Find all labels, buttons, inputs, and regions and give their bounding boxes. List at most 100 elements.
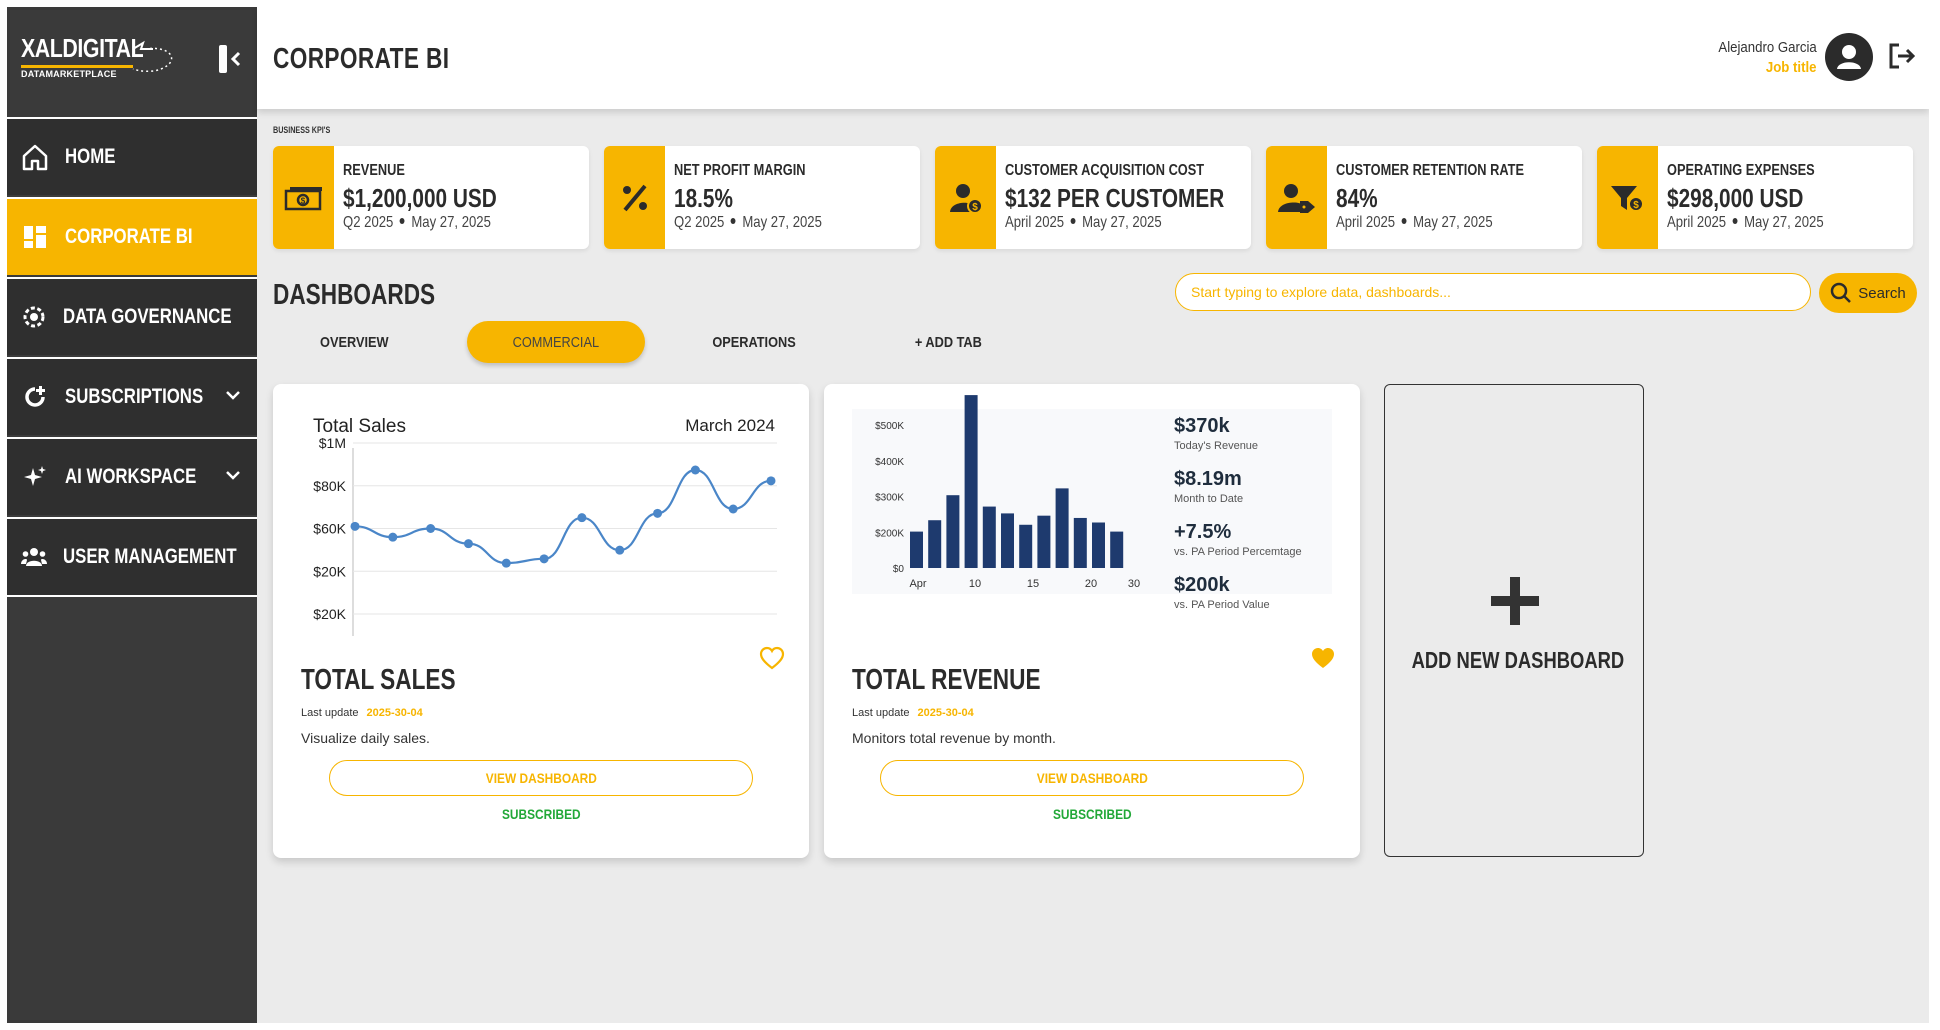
svg-text:$: $ [300, 196, 305, 205]
subscription-status: SUBSCRIBED [824, 806, 1360, 822]
subscription-refresh-icon [21, 383, 49, 411]
kpi-title: CUSTOMER ACQUISITION COST [1005, 162, 1205, 179]
view-dashboard-label: VIEW DASHBOARD [485, 770, 597, 786]
favorite-heart-icon[interactable] [759, 646, 785, 670]
dashboard-card-total-sales[interactable]: Total Sales March 2024 $1M $80K $60K $20K $20K… [273, 384, 809, 858]
brand-underline [21, 65, 133, 68]
percent-icon [604, 146, 665, 249]
kpi-card-net-profit-margin[interactable]: NET PROFIT MARGIN 18.5% Q2 2025 May 27, 2… [604, 146, 920, 249]
plus-icon [1491, 577, 1539, 625]
data-point [463, 539, 473, 549]
sidebar-item-data-governance[interactable]: DATA GOVERNANCE [7, 277, 257, 355]
app-frame: XALDIGITAL DATAMARKETPLACE HOME C [7, 7, 1929, 1023]
tab-operations[interactable]: OPERATIONS [689, 321, 819, 363]
kpi-date: May 27, 2025 [411, 214, 491, 231]
dashboard-card-total-revenue[interactable]: $500K $400K $300K $200K $0 Apr 10 15 20 30 $370k To… [824, 384, 1360, 858]
revenue-bar [928, 520, 942, 568]
revenue-bar [1001, 513, 1014, 568]
home-icon [21, 143, 49, 171]
user-avatar-icon [1837, 45, 1861, 69]
chart-title: Total Sales [313, 416, 406, 437]
kpi-title: OPERATING EXPENSES [1667, 162, 1815, 179]
x-tick-label: 10 [969, 578, 981, 590]
chevron-down-icon[interactable] [223, 465, 243, 485]
stat-label: Today's Revenue [1174, 440, 1258, 452]
sidebar-item-user-management[interactable]: USER MANAGEMENT [7, 517, 257, 597]
kpi-period: Q2 2025 [343, 214, 394, 231]
data-point [690, 465, 700, 475]
tab-overview[interactable]: OVERVIEW [289, 321, 419, 363]
user-tag-icon [1266, 146, 1327, 249]
sidebar-item-subscriptions[interactable]: SUBSCRIPTIONS [7, 357, 257, 435]
y-tick-label: $20K [313, 606, 346, 622]
kpi-card-operating-expenses[interactable]: $ OPERATING EXPENSES $298,000 USD April … [1597, 146, 1913, 249]
search-input[interactable] [1175, 273, 1811, 311]
kpi-date: May 27, 2025 [1082, 214, 1162, 231]
stat-label: vs. PA Period Percemtage [1174, 546, 1302, 558]
dashboard-description: Monitors total revenue by month. [852, 730, 1056, 746]
kpi-value: 18.5% [674, 183, 733, 213]
kpi-meta: April 2025 May 27, 2025 [1336, 214, 1493, 232]
sidebar-item-ai-workspace[interactable]: AI WORKSPACE [7, 437, 257, 515]
view-dashboard-button[interactable]: VIEW DASHBOARD [329, 760, 753, 796]
avatar[interactable] [1825, 33, 1873, 81]
sidebar-item-corporate-bi[interactable]: CORPORATE BI [7, 197, 257, 275]
sidebar-collapse-button[interactable] [217, 43, 245, 75]
kpi-meta: Q2 2025 May 27, 2025 [674, 214, 822, 232]
sidebar-item-home[interactable]: HOME [7, 117, 257, 195]
y-tick-label: $400K [875, 457, 904, 468]
data-point [350, 521, 360, 531]
kpi-period: April 2025 [1005, 214, 1065, 231]
y-tick-label: $500K [875, 421, 904, 432]
dashboards-heading: DASHBOARDS [273, 279, 436, 311]
last-update: Last update 2025-30-04 [852, 707, 974, 719]
data-point [501, 558, 511, 568]
cash-icon: $ [273, 146, 334, 249]
users-icon [21, 543, 47, 571]
revenue-bar [1073, 517, 1087, 568]
kpi-title: CUSTOMER RETENTION RATE [1336, 162, 1524, 179]
dashboard-title: TOTAL SALES [301, 664, 456, 696]
logo-arrow-icon [132, 40, 173, 73]
kpi-card-customer-acquisition-cost[interactable]: $ CUSTOMER ACQUISITION COST $132 PER CUS… [935, 146, 1251, 249]
revenue-bar [964, 395, 978, 568]
kpi-card-customer-retention-rate[interactable]: CUSTOMER RETENTION RATE 84% April 2025 Ma… [1266, 146, 1582, 249]
data-point [653, 508, 663, 518]
ai-sparkle-icon [21, 463, 49, 491]
user-job-title: Job title [1766, 59, 1817, 76]
stat-label: Month to Date [1174, 493, 1243, 505]
search-icon [1830, 282, 1852, 303]
logout-button[interactable] [1887, 41, 1917, 71]
stat-value: $8.19m [1174, 468, 1242, 490]
data-point [766, 476, 776, 486]
last-update-label: Last update [852, 707, 910, 719]
chevron-down-icon[interactable] [223, 385, 243, 405]
brand-logo[interactable]: XALDIGITAL DATAMARKETPLACE [21, 33, 191, 93]
tab-label: OPERATIONS [712, 333, 796, 351]
sidebar-item-label: CORPORATE BI [65, 225, 193, 248]
data-point [539, 554, 549, 564]
y-tick-label: $80K [313, 478, 346, 494]
sidebar: XALDIGITAL DATAMARKETPLACE HOME C [7, 7, 257, 1023]
tab-commercial[interactable]: COMMERCIAL [467, 321, 645, 363]
data-point [615, 545, 625, 555]
view-dashboard-label: VIEW DASHBOARD [1036, 770, 1148, 786]
collapse-icon [219, 45, 241, 73]
stat-value: $200k [1174, 574, 1230, 596]
search-button[interactable]: Search [1819, 273, 1917, 313]
add-tab-button[interactable]: + ADD TAB [883, 321, 1013, 363]
governance-gear-icon [21, 303, 47, 331]
chart-subtitle: March 2024 [685, 416, 775, 435]
kpi-date: May 27, 2025 [1744, 214, 1824, 231]
favorite-heart-icon[interactable] [1310, 646, 1336, 670]
data-point [388, 532, 398, 542]
revenue-bar [1110, 531, 1124, 568]
sales-line [354, 468, 772, 565]
add-new-dashboard-card[interactable]: ADD NEW DASHBOARD [1384, 384, 1644, 857]
view-dashboard-button[interactable]: VIEW DASHBOARD [880, 760, 1304, 796]
total-revenue-bar-chart: $500K $400K $300K $200K $0 Apr 10 15 20 30 $370k To… [852, 395, 1332, 611]
last-update-label: Last update [301, 707, 359, 719]
kpi-period: Q2 2025 [674, 214, 725, 231]
kpi-value: $1,200,000 USD [343, 183, 497, 213]
kpi-card-revenue[interactable]: $ REVENUE $1,200,000 USD Q2 2025 May 27, … [273, 146, 589, 249]
